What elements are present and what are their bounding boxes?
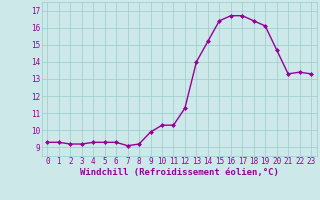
X-axis label: Windchill (Refroidissement éolien,°C): Windchill (Refroidissement éolien,°C) <box>80 168 279 177</box>
